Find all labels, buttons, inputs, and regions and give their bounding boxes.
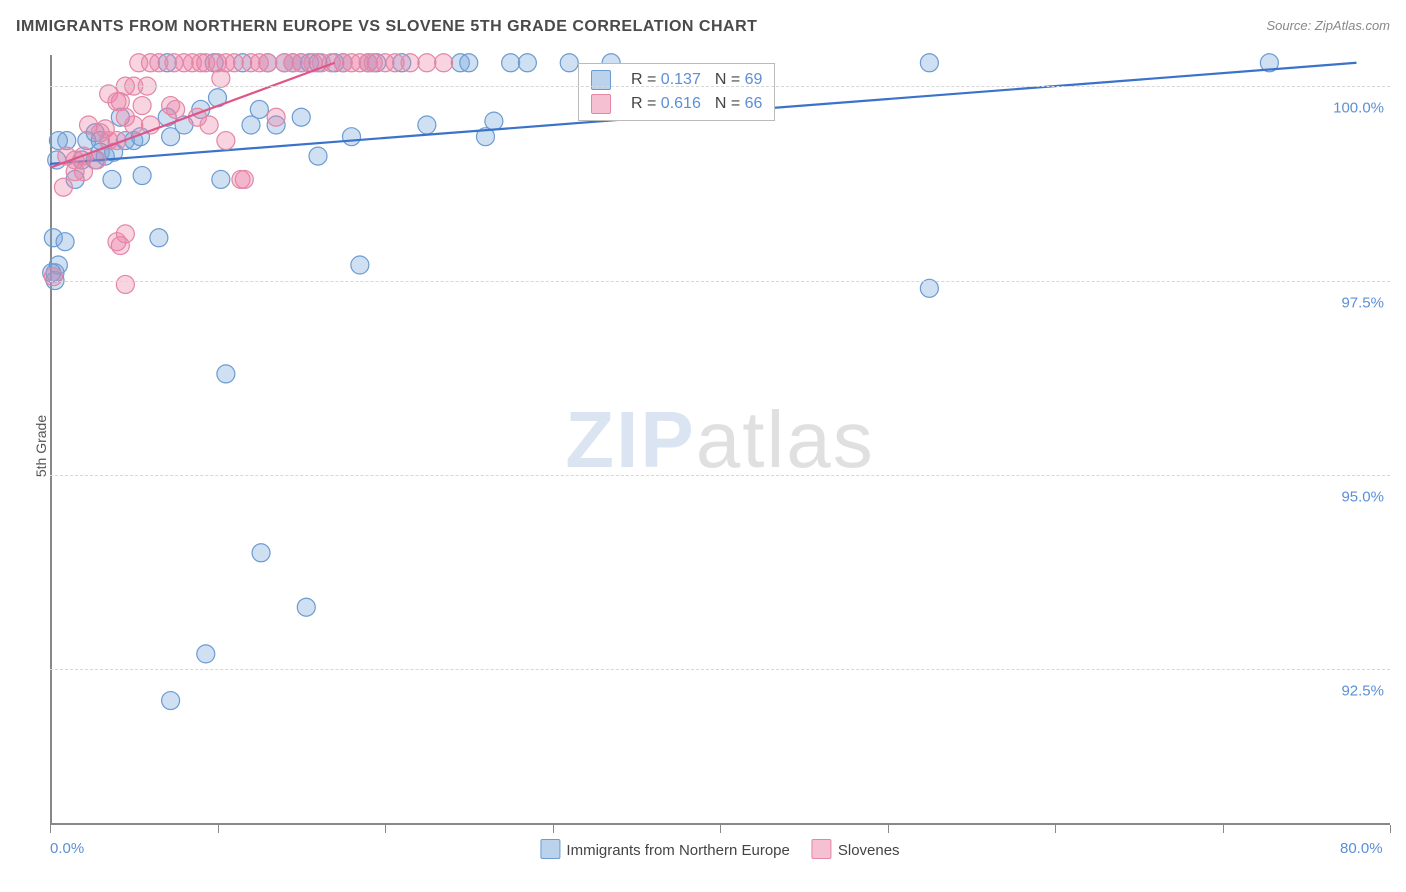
data-point bbox=[225, 54, 243, 72]
x-tick bbox=[1055, 825, 1056, 833]
data-point bbox=[56, 233, 74, 251]
data-point bbox=[920, 54, 938, 72]
grid-line bbox=[50, 669, 1390, 670]
data-point bbox=[418, 116, 436, 134]
x-tick bbox=[720, 825, 721, 833]
y-tick-label: 100.0% bbox=[1333, 100, 1392, 117]
series-legend: Immigrants from Northern Europe Slovenes bbox=[540, 839, 899, 859]
data-point bbox=[44, 268, 62, 286]
data-point bbox=[167, 100, 185, 118]
data-point bbox=[116, 275, 134, 293]
data-point bbox=[133, 97, 151, 115]
legend-swatch bbox=[591, 94, 611, 114]
data-point bbox=[309, 147, 327, 165]
grid-line bbox=[50, 86, 1390, 87]
legend-item: Immigrants from Northern Europe bbox=[540, 839, 789, 859]
x-tick bbox=[50, 825, 51, 833]
legend-swatch bbox=[812, 839, 832, 859]
data-point bbox=[125, 116, 143, 134]
data-point bbox=[435, 54, 453, 72]
data-point bbox=[418, 54, 436, 72]
data-point bbox=[460, 54, 478, 72]
x-end-label: 0.0% bbox=[50, 840, 84, 857]
legend-r-value: R = 0.616 bbox=[631, 95, 701, 113]
x-tick bbox=[888, 825, 889, 833]
data-point bbox=[351, 256, 369, 274]
x-tick bbox=[218, 825, 219, 833]
data-point bbox=[162, 692, 180, 710]
plot-svg bbox=[50, 55, 1390, 825]
legend-label: Slovenes bbox=[838, 842, 900, 859]
grid-line bbox=[50, 281, 1390, 282]
data-point bbox=[401, 54, 419, 72]
legend-label: Immigrants from Northern Europe bbox=[566, 842, 789, 859]
correlation-legend: R = 0.137N = 69R = 0.616N = 66 bbox=[578, 63, 775, 121]
data-point bbox=[292, 108, 310, 126]
data-point bbox=[217, 132, 235, 150]
scatter-plot-area: ZIPatlas R = 0.137N = 69R = 0.616N = 66 … bbox=[50, 55, 1390, 825]
data-point bbox=[235, 170, 253, 188]
grid-line bbox=[50, 475, 1390, 476]
x-tick bbox=[1390, 825, 1391, 833]
legend-swatch bbox=[540, 839, 560, 859]
data-point bbox=[518, 54, 536, 72]
data-point bbox=[343, 128, 361, 146]
data-point bbox=[200, 116, 218, 134]
chart-title: IMMIGRANTS FROM NORTHERN EUROPE VS SLOVE… bbox=[16, 18, 757, 36]
x-tick bbox=[1223, 825, 1224, 833]
data-point bbox=[920, 279, 938, 297]
data-point bbox=[250, 100, 268, 118]
x-tick bbox=[385, 825, 386, 833]
data-point bbox=[560, 54, 578, 72]
data-point bbox=[267, 108, 285, 126]
data-point bbox=[502, 54, 520, 72]
data-point bbox=[108, 233, 126, 251]
y-axis-label: 5th Grade bbox=[33, 415, 49, 477]
data-point bbox=[54, 178, 72, 196]
y-tick-label: 97.5% bbox=[1341, 294, 1392, 311]
legend-n-value: N = 66 bbox=[715, 95, 763, 113]
data-point bbox=[197, 645, 215, 663]
data-point bbox=[259, 54, 277, 72]
data-point bbox=[212, 170, 230, 188]
data-point bbox=[252, 544, 270, 562]
x-tick bbox=[553, 825, 554, 833]
legend-item: Slovenes bbox=[812, 839, 900, 859]
data-point bbox=[150, 229, 168, 247]
data-point bbox=[297, 598, 315, 616]
data-point bbox=[217, 365, 235, 383]
source-attribution: Source: ZipAtlas.com bbox=[1266, 18, 1390, 33]
y-tick-label: 95.0% bbox=[1341, 489, 1392, 506]
data-point bbox=[133, 167, 151, 185]
y-tick-label: 92.5% bbox=[1341, 683, 1392, 700]
data-point bbox=[103, 170, 121, 188]
x-end-label: 80.0% bbox=[1340, 840, 1383, 857]
